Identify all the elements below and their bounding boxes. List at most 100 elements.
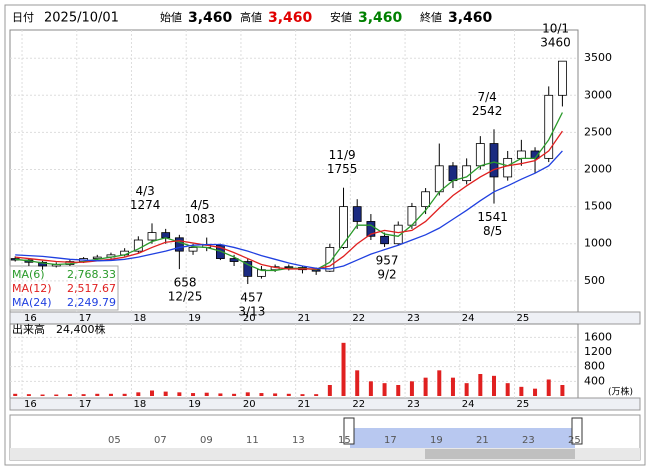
- x-tick-label: 18: [133, 399, 146, 410]
- scroll-thumb[interactable]: [425, 449, 575, 459]
- volume-bar: [232, 393, 237, 396]
- candle-body: [462, 165, 472, 182]
- volume-bar: [382, 383, 387, 396]
- legend-name: MA(12): [12, 282, 52, 295]
- volume-bar: [314, 394, 319, 396]
- annotation-value: 3460: [540, 36, 571, 50]
- volume-bar: [67, 394, 72, 396]
- volume-bar: [122, 393, 127, 396]
- x-tick-label: 22: [352, 313, 365, 324]
- legend-value: 2,768.33: [67, 268, 116, 281]
- volume-bar: [286, 393, 291, 396]
- candle-body: [544, 94, 554, 159]
- x-tick-label: 18: [133, 313, 146, 324]
- volume-bar: [191, 393, 196, 396]
- x-tick-label: 23: [407, 399, 420, 410]
- x-tick-label: 21: [298, 313, 311, 324]
- x-tick-label: 21: [298, 399, 311, 410]
- volume-bar: [437, 370, 442, 396]
- ma-line: [15, 112, 563, 272]
- annotation-date: 9/2: [377, 267, 396, 281]
- x-tick-label: 25: [517, 313, 530, 324]
- ma-legend: [9, 265, 119, 311]
- volume-bar: [218, 393, 223, 396]
- volume-bar: [136, 392, 141, 396]
- volume-bar: [368, 381, 373, 396]
- candle-body: [229, 258, 239, 262]
- header-label: 始値: [160, 10, 182, 24]
- candle-body: [257, 269, 266, 277]
- candle-body: [38, 261, 47, 267]
- navigator-label: 25: [568, 435, 581, 446]
- volume-bar: [409, 381, 414, 396]
- range-handle[interactable]: [571, 417, 583, 445]
- volume-bar: [396, 385, 401, 396]
- volume-bar: [560, 385, 565, 396]
- x-tick-label: 20: [243, 313, 256, 324]
- volume-bar: [204, 392, 209, 396]
- candle-body: [92, 256, 102, 259]
- y-tick-label: 2000: [584, 163, 612, 176]
- navigator-label: 09: [200, 435, 213, 446]
- candle-body: [352, 206, 362, 222]
- x-tick-label: 17: [79, 399, 92, 410]
- navigator-label: 15: [338, 435, 351, 446]
- navigator-label: 05: [108, 435, 121, 446]
- y-tick-label: 1500: [584, 200, 612, 213]
- header-date: 2025/10/01: [44, 11, 119, 26]
- candle-body: [325, 247, 335, 272]
- candle-body: [133, 239, 143, 252]
- y-tick-label: 500: [584, 274, 605, 287]
- y-tick-label: 2500: [584, 125, 612, 138]
- candle-body: [393, 224, 403, 245]
- x-tick-label: 19: [188, 399, 201, 410]
- price-panel: [9, 29, 579, 313]
- header-value: 3,460: [188, 10, 233, 26]
- legend-name: MA(6): [12, 268, 45, 281]
- header-label: 安値: [330, 10, 352, 24]
- annotation-date: 8/5: [483, 224, 502, 238]
- header-label: 終値: [420, 10, 442, 24]
- volume-bar: [546, 379, 551, 396]
- x-tick-label: 24: [462, 399, 475, 410]
- volume-bar: [13, 393, 18, 396]
- legend-value: 2,517.67: [67, 282, 116, 295]
- x-tick-label: 23: [407, 313, 420, 324]
- volume-bar: [81, 394, 86, 396]
- navigator-label: 23: [522, 435, 535, 446]
- annotation-value: 957: [376, 253, 399, 267]
- legend-value: 2,249.79: [67, 296, 116, 309]
- candle-body: [339, 206, 348, 248]
- candle-body: [243, 261, 253, 277]
- volume-bar: [177, 392, 182, 396]
- annotation-date: 4/3: [136, 184, 155, 198]
- volume-bar: [95, 393, 100, 396]
- legend-name: MA(24): [12, 296, 52, 309]
- y-tick-label: 800: [584, 360, 605, 373]
- annotation-date: 10/1: [542, 22, 569, 36]
- range-handle[interactable]: [343, 417, 355, 445]
- x-tick-label: 20: [243, 399, 256, 410]
- x-tick-label: 16: [24, 399, 37, 410]
- x-tick-label: 16: [24, 313, 37, 324]
- annotation-value: 658: [174, 276, 197, 290]
- volume-bar: [245, 392, 250, 396]
- volume-bar: [300, 394, 305, 396]
- navigator-label: 17: [384, 435, 397, 446]
- volume-bar: [533, 388, 538, 396]
- y-tick-label: 1600: [584, 330, 612, 343]
- annotation-value: 457: [240, 291, 263, 305]
- annotation-date: 12/25: [168, 290, 203, 304]
- volume-bar: [519, 386, 524, 396]
- candle-body: [475, 143, 485, 167]
- volume-latest: 24,400株: [56, 322, 106, 336]
- volume-bar: [492, 375, 497, 396]
- y-tick-label: 3500: [584, 51, 612, 64]
- candle-body: [489, 143, 499, 178]
- x-axis-strip: [9, 397, 641, 411]
- navigator-label: 07: [154, 435, 167, 446]
- annotation-date: 11/9: [329, 148, 356, 162]
- volume-bar: [108, 393, 113, 396]
- navigator-label: 19: [430, 435, 443, 446]
- navigator-label: 11: [246, 435, 259, 446]
